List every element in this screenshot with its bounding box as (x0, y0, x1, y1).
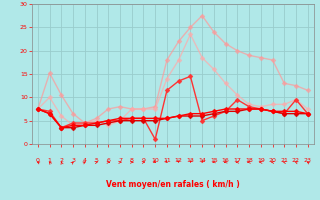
X-axis label: Vent moyen/en rafales ( km/h ): Vent moyen/en rafales ( km/h ) (106, 180, 240, 189)
